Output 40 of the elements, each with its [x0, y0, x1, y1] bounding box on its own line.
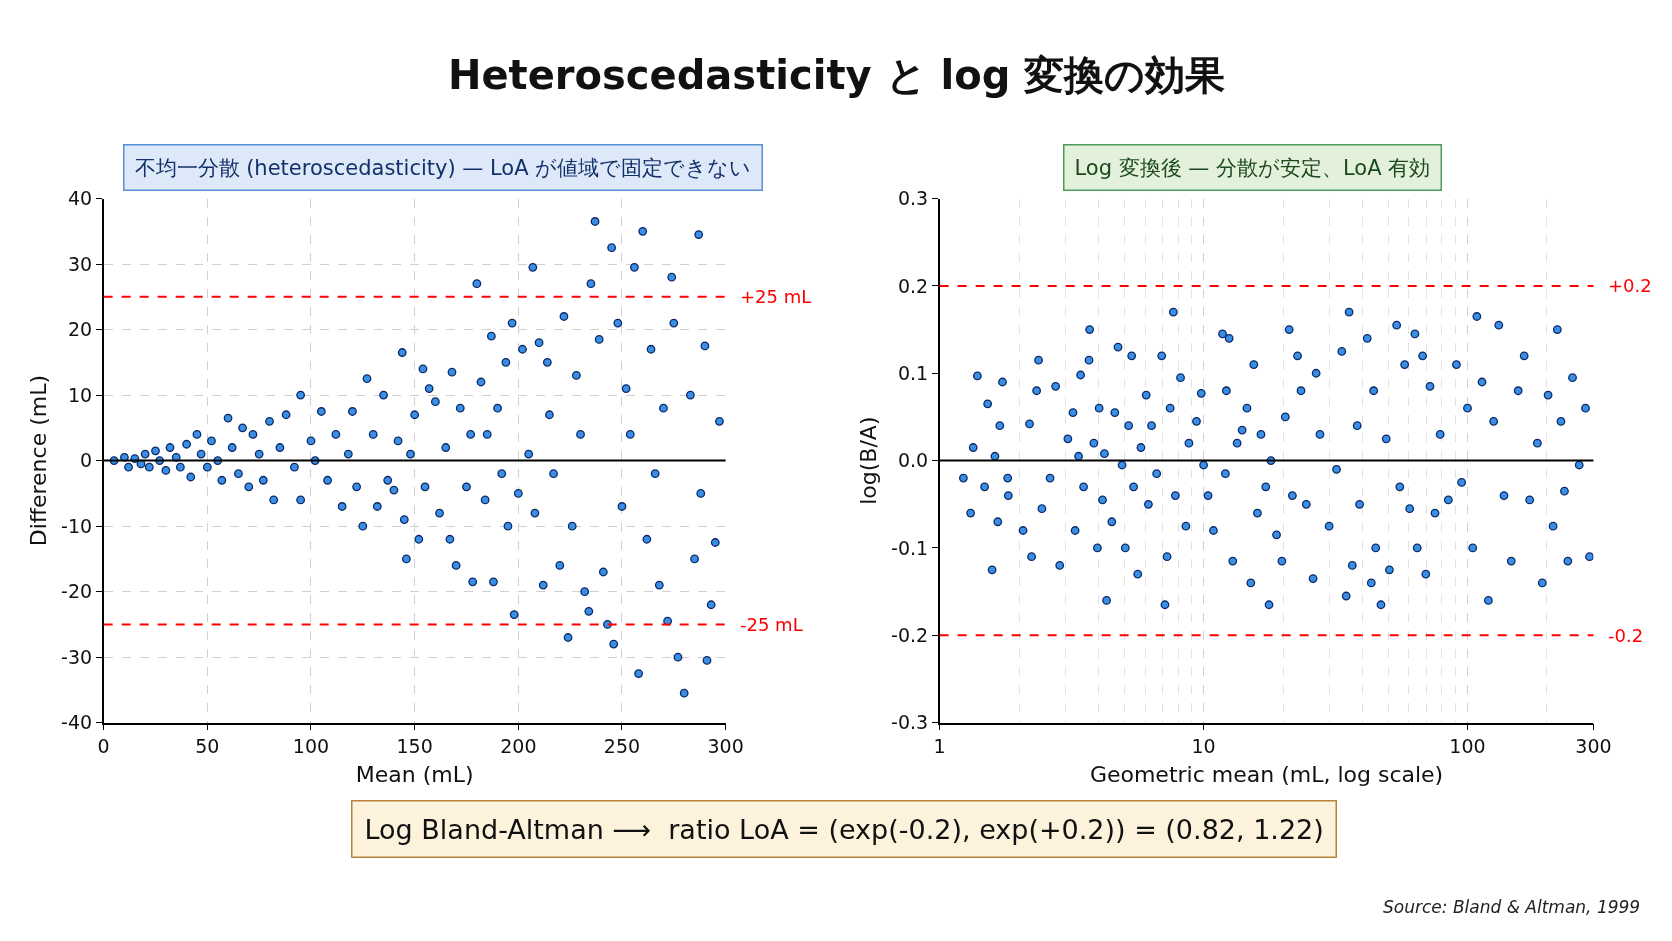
source-note: Source: Bland & Altman, 1999 — [1383, 897, 1641, 917]
ref-line-label: +0.2 — [1608, 275, 1652, 296]
y-tick-label: 10 — [67, 383, 93, 406]
y-tick-label: -20 — [61, 580, 93, 603]
y-tick-label: 0.3 — [897, 187, 929, 210]
x-tick-label: 0 — [97, 735, 110, 758]
y-tick-label: -0.1 — [891, 536, 929, 559]
x-tick-label: 10 — [1191, 735, 1216, 758]
y-tick-label: -30 — [61, 645, 93, 668]
ref-line-label: -0.2 — [1608, 625, 1644, 646]
x-tick-label: 200 — [500, 735, 537, 758]
text: Log Bland-Altman ⟶ ratio LoA = (exp(-0.2), exp(+0.2)) = (0.82, 1.22) — [364, 813, 1324, 845]
y-tick-label: -40 — [61, 711, 93, 734]
x-tick-label: 150 — [396, 735, 433, 758]
x-tick-label: 1 — [933, 735, 946, 758]
x-tick-label: 100 — [1449, 735, 1486, 758]
y-axis-title: log(B/A) — [856, 416, 882, 505]
x-axis-title: Mean (mL) — [355, 761, 474, 787]
chart-subtitle: 不均一分散 (heteroscedasticity) — LoA が値域で固定できない — [134, 155, 752, 180]
y-tick-label: -0.2 — [891, 623, 929, 646]
x-tick-label: 300 — [1575, 735, 1612, 758]
y-tick-label: 0.1 — [897, 361, 929, 384]
y-axis-title: Difference (mL) — [26, 374, 52, 547]
y-tick-label: 0.0 — [897, 449, 929, 472]
y-tick-label: 40 — [67, 187, 93, 210]
chart-subtitle: Log 変換後 — 分散が安定、LoA 有効 — [1074, 155, 1431, 180]
y-tick-label: 30 — [67, 252, 93, 275]
x-tick-label: 250 — [603, 735, 641, 758]
ref-line-label: -25 mL — [740, 614, 803, 635]
y-tick-label: -10 — [61, 514, 93, 537]
x-tick-label: 50 — [195, 735, 220, 758]
ref-line-label: +25 mL — [740, 286, 812, 307]
y-tick-label: 0.2 — [897, 274, 929, 297]
x-tick-label: 300 — [707, 735, 744, 758]
y-tick-label: 0 — [80, 449, 93, 472]
y-tick-label: -0.3 — [891, 711, 929, 734]
x-axis-title: Geometric mean (mL, log scale) — [1089, 761, 1444, 787]
x-tick-label: 100 — [292, 735, 330, 758]
y-tick-label: 20 — [67, 318, 93, 341]
text: Heteroscedasticity と log 変換の効果 — [448, 52, 1226, 98]
